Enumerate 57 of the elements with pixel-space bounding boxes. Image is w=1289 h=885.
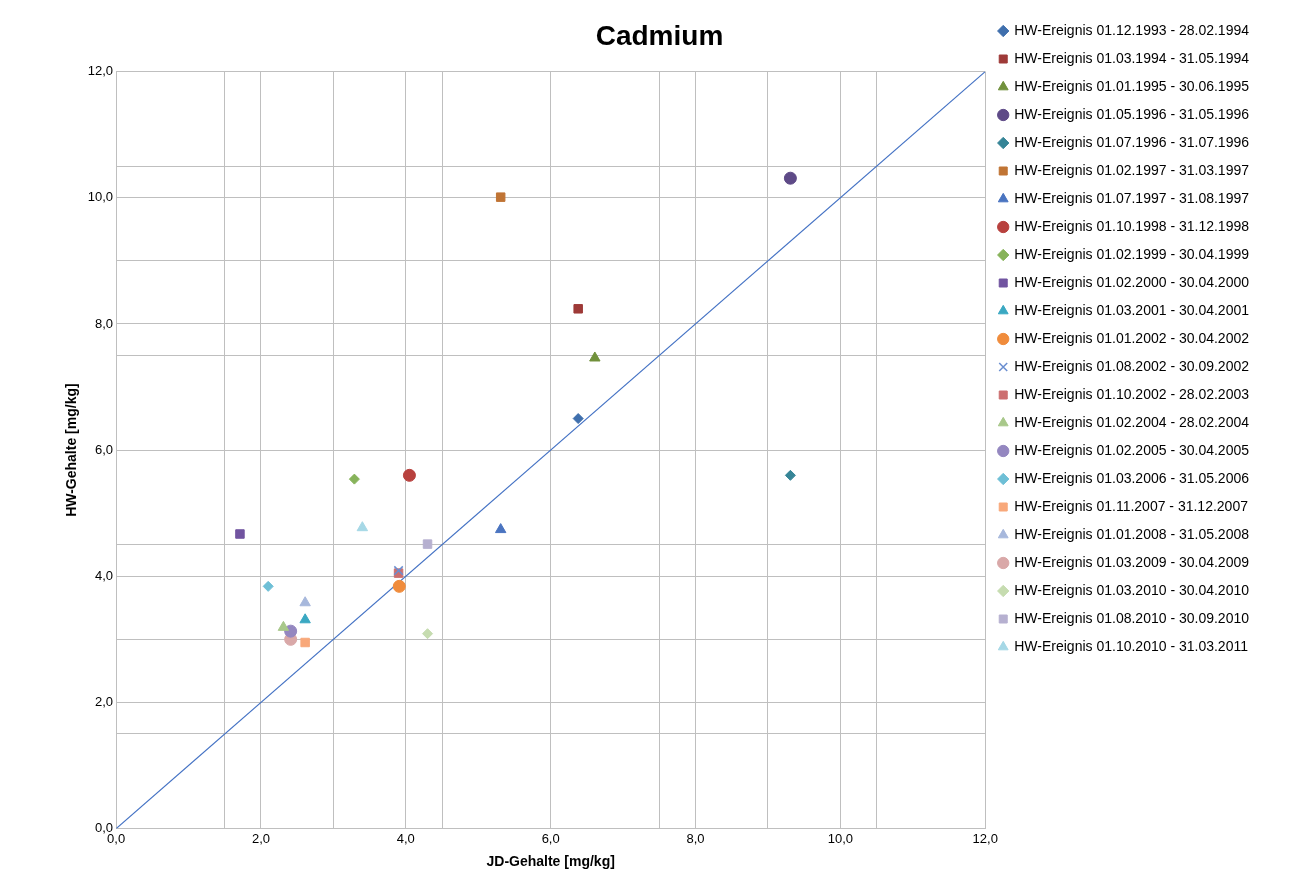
y-tick-label: 2,0: [95, 694, 114, 710]
legend-label: HW-Ereignis 01.08.2002 - 30.09.2002: [1014, 357, 1250, 374]
legend-label: HW-Ereignis 01.02.1999 - 30.04.1999: [1014, 245, 1250, 262]
legend-label: HW-Ereignis 01.10.1998 - 31.12.1998: [1014, 217, 1250, 234]
y-tick-label: 4,0: [95, 567, 114, 583]
legend-label: HW-Ereignis 01.10.2010 - 31.03.2011: [1014, 637, 1249, 654]
x-tick-label: 8,0: [686, 830, 705, 846]
x-tick-label: 12,0: [972, 830, 998, 846]
legend-label: HW-Ereignis 01.02.2005 - 30.04.2005: [1014, 441, 1250, 458]
legend-label: HW-Ereignis 01.03.1994 - 31.05.1994: [1014, 49, 1250, 66]
y-tick-label: 6,0: [95, 441, 114, 457]
x-tick-label: 10,0: [827, 830, 854, 846]
legend-label: HW-Ereignis 01.01.1995 - 30.06.1995: [1014, 77, 1250, 94]
legend-label: HW-Ereignis 01.07.1996 - 31.07.1996: [1014, 133, 1250, 150]
legend-label: HW-Ereignis 01.03.2010 - 30.04.2010: [1014, 581, 1250, 598]
legend-label: HW-Ereignis 01.02.1997 - 31.03.1997: [1014, 161, 1250, 178]
point: [392, 579, 406, 593]
legend-label: HW-Ereignis 01.05.1996 - 31.05.1996: [1014, 105, 1250, 122]
point: [783, 171, 797, 185]
legend-label: HW-Ereignis 01.12.1993 - 28.02.1994: [1014, 21, 1250, 38]
x-tick-label: 2,0: [251, 830, 270, 846]
y-tick-label: 8,0: [95, 315, 114, 331]
point: [573, 304, 583, 314]
y-axis-title: HW-Gehalte [mg/kg]: [63, 383, 80, 517]
x-tick-label: 6,0: [541, 830, 560, 846]
point: [422, 628, 434, 640]
legend-label: HW-Ereignis 01.02.2004 - 28.02.2004: [1014, 413, 1250, 430]
legend-label: HW-Ereignis 01.01.2002 - 30.04.2002: [1014, 329, 1250, 346]
point: [589, 351, 601, 362]
point: [300, 637, 310, 648]
x-tick-label: 4,0: [396, 830, 415, 846]
legend-label: HW-Ereignis 01.08.2010 - 30.09.2010: [1014, 609, 1250, 626]
point: [494, 523, 507, 534]
point: [277, 620, 290, 631]
x-axis-title: JD-Gehalte [mg/kg]: [486, 853, 615, 870]
point: [235, 529, 245, 539]
legend-label: HW-Ereignis 01.03.2001 - 30.04.2001: [1014, 301, 1250, 318]
point: [262, 580, 274, 592]
chart-title: Cadmium: [595, 19, 724, 51]
point: [348, 473, 360, 485]
legend-label: HW-Ereignis 01.02.2000 - 30.04.2000: [1014, 273, 1250, 290]
point: [572, 413, 584, 425]
legend-label: HW-Ereignis 01.07.1997 - 31.08.1997: [1014, 189, 1250, 206]
legend-label: HW-Ereignis 01.03.2006 - 31.05.2006: [1014, 469, 1250, 486]
legend-label: HW-Ereignis 01.01.2008 - 31.05.2008: [1014, 525, 1250, 542]
y-tick-label: 12,0: [87, 63, 114, 79]
point: [299, 613, 311, 624]
y-tick-label: 10,0: [87, 189, 114, 205]
point: [422, 539, 433, 549]
point: [299, 596, 311, 607]
point: [495, 192, 506, 202]
point: [402, 468, 416, 482]
point: [784, 469, 796, 481]
point: [356, 521, 369, 532]
legend-label: HW-Ereignis 01.10.2002 - 28.02.2003: [1014, 385, 1250, 402]
legend-label: HW-Ereignis 01.03.2009 - 30.04.2009: [1014, 553, 1250, 570]
legend-label: HW-Ereignis 01.11.2007 - 31.12.2007: [1014, 497, 1249, 514]
